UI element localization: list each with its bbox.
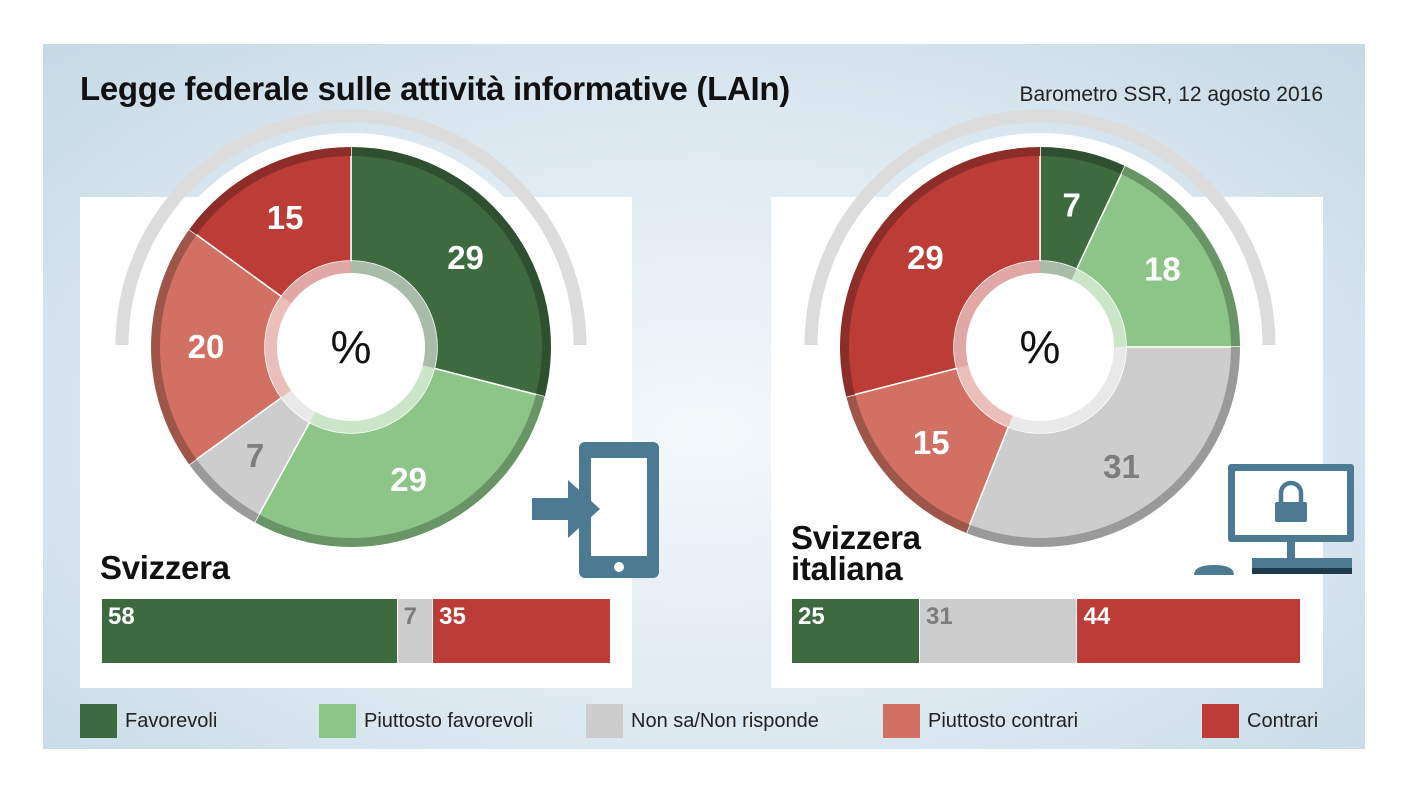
donut-slice-value: 20	[188, 328, 225, 365]
donut-slice-contrari	[188, 146, 352, 304]
decorative-arch	[804, 109, 1276, 346]
donut-slice-value: 15	[267, 199, 304, 236]
legend-label: Favorevoli	[125, 710, 218, 732]
region-label-line: Svizzera	[791, 519, 921, 556]
bar-segment-value: 7	[403, 603, 417, 630]
donut-slice-piuttosto-contrari	[845, 365, 1013, 534]
bar-segment-favorevoli: 58	[102, 599, 397, 663]
legend-swatch	[586, 704, 623, 738]
legend-label: Piuttosto favorevoli	[364, 710, 533, 732]
donut-slice-favorevoli	[350, 146, 552, 398]
legend-swatch	[80, 704, 117, 738]
bar-segment-value: 25	[798, 603, 825, 630]
donut-slice-value: 29	[907, 239, 944, 276]
bar-segment-non-sa-non-risponde: 31	[919, 599, 1077, 663]
donut-slice-piuttosto-favorevoli	[1071, 165, 1241, 348]
legend-swatch	[319, 704, 356, 738]
bar-segment-contrari: 44	[1076, 599, 1300, 663]
region-label-svizzera: Svizzera	[100, 549, 230, 586]
donut-center-label: %	[331, 321, 372, 373]
chart-source: Barometro SSR, 12 agosto 2016	[1019, 83, 1323, 106]
locked-computer-icon	[1194, 464, 1354, 575]
donut-slice-contrari	[839, 146, 1041, 398]
legend-swatch	[1202, 704, 1239, 738]
donut-slice-piuttosto-favorevoli	[253, 365, 546, 548]
bar-segment-value: 44	[1083, 603, 1111, 630]
stacked-bar-svizzera: 58 7 35	[102, 599, 610, 663]
donut-center-label: %	[1020, 321, 1061, 373]
legend-label: Non sa/Non risponde	[631, 710, 819, 732]
phone-login-icon	[532, 442, 659, 578]
donut-slice-value: 29	[447, 239, 484, 276]
bar-segment-value: 35	[439, 603, 466, 630]
donut-slice-value: 15	[913, 424, 950, 461]
donut-center	[968, 275, 1112, 419]
chart-title: Legge federale sulle attività informativ…	[80, 70, 790, 107]
donut-slice-value: 18	[1144, 250, 1181, 287]
donut-slice-non-sa-non-risponde	[965, 346, 1241, 548]
stacked-bar-svizzera-italiana: 25 31 44	[792, 599, 1300, 663]
donut-slice-value: 7	[246, 437, 264, 474]
legend-label: Contrari	[1247, 710, 1319, 732]
bar-segment-favorevoli: 25	[792, 599, 919, 663]
donut-slice-piuttosto-contrari	[150, 228, 292, 466]
bar-segment-value: 31	[926, 603, 953, 630]
donut-slice-value: 29	[390, 461, 427, 498]
legend-label: Piuttosto contrari	[928, 710, 1079, 732]
decorative-arch	[115, 109, 587, 346]
donut-slice-non-sa-non-risponde	[188, 390, 316, 524]
legend-swatch	[883, 704, 920, 738]
bar-segment-contrari: 35	[432, 599, 610, 663]
region-label-line: italiana	[791, 550, 903, 587]
donut-slice-value: 7	[1062, 186, 1080, 223]
donut-slice-value: 31	[1103, 448, 1140, 485]
region-label-svizzera-italiana: Svizzera italiana	[791, 519, 1011, 587]
donut-center	[279, 275, 423, 419]
bar-segment-value: 58	[108, 603, 135, 630]
bar-segment-non-sa-non-risponde: 7	[396, 599, 433, 663]
